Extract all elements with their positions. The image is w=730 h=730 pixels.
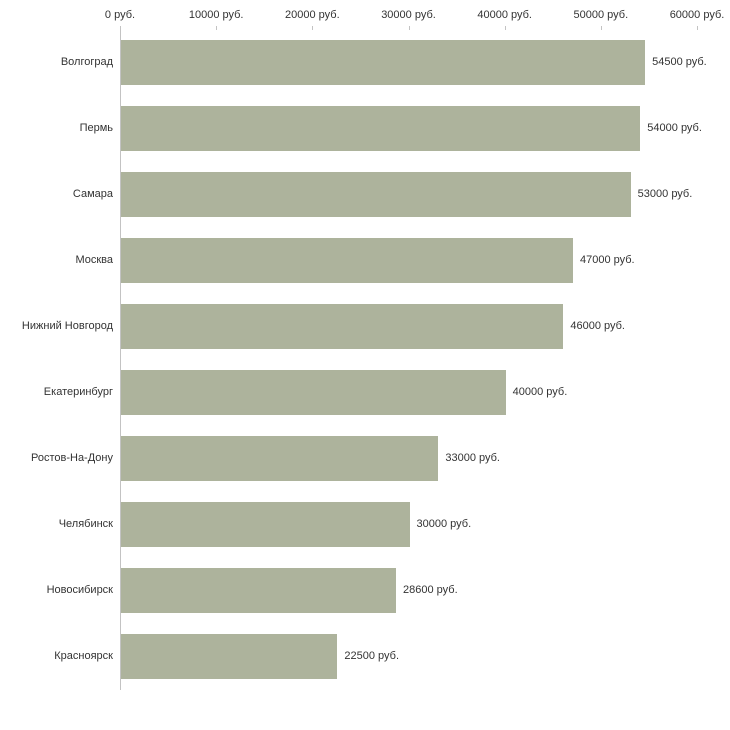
category-label: Самара xyxy=(72,188,113,200)
category-label: Волгоград xyxy=(60,56,113,68)
category-label: Ростов-На-Дону xyxy=(30,452,113,464)
category-label: Челябинск xyxy=(58,518,113,530)
x-tick-mark xyxy=(504,26,506,30)
bar-row: 54000 руб. xyxy=(121,96,702,162)
y-axis-category-labels: Волгоград Пермь Самара Москва Нижний Новгоро… xyxy=(0,30,116,690)
x-tick-label: 40000 руб. xyxy=(477,9,532,21)
bar xyxy=(121,40,646,85)
x-axis-tick-area: 0 руб. 10000 руб. 20000 руб. 30000 руб. 4000… xyxy=(105,0,724,30)
value-label: 53000 руб. xyxy=(637,188,693,200)
value-label: 40000 руб. xyxy=(512,386,568,398)
bar-row: 30000 руб. xyxy=(121,492,698,558)
category-label: Нижний Новгород xyxy=(21,320,113,332)
x-tick-label: 30000 руб. xyxy=(381,9,436,21)
value-label: 54500 руб. xyxy=(652,56,707,68)
category-label: Пермь xyxy=(79,122,113,134)
category-label: Новосибирск xyxy=(46,584,113,596)
bar xyxy=(121,370,506,415)
bar xyxy=(121,172,631,217)
bar xyxy=(121,106,641,151)
value-label: 28600 руб. xyxy=(403,584,458,596)
bar-row: 40000 руб. xyxy=(121,360,698,426)
bar-row: 47000 руб. xyxy=(121,228,698,294)
bar xyxy=(121,568,397,613)
x-tick-label: 20000 руб. xyxy=(285,9,340,21)
bar xyxy=(121,304,564,349)
value-label: 33000 руб. xyxy=(445,452,500,464)
category-label: Москва xyxy=(75,254,113,266)
value-label: 47000 руб. xyxy=(579,254,635,266)
x-tick-label: 60000 руб. xyxy=(669,9,725,21)
bar xyxy=(121,634,338,679)
value-label: 46000 руб. xyxy=(570,320,625,332)
bar-row: 46000 руб. xyxy=(121,294,698,360)
x-tick-mark xyxy=(216,26,218,30)
bar-row: 53000 руб. xyxy=(121,162,698,228)
bar-row: 33000 руб. xyxy=(121,426,698,492)
value-label: 54000 руб. xyxy=(647,122,702,134)
x-tick-label: 0 руб. xyxy=(104,9,136,21)
bar-row: 54500 руб. xyxy=(121,30,707,96)
bar xyxy=(121,502,410,547)
x-tick-label: 50000 руб. xyxy=(573,9,629,21)
bar-row: 22500 руб. xyxy=(121,624,698,690)
value-label: 30000 руб. xyxy=(416,518,472,530)
x-tick-label: 10000 руб. xyxy=(188,9,244,21)
x-tick-mark xyxy=(697,26,698,30)
plot-area: 54500 руб. 54000 руб. 53000 руб. 47000 руб.… xyxy=(120,30,707,690)
bar-row: 28600 руб. xyxy=(121,558,698,624)
category-label: Екатеринбург xyxy=(43,386,113,398)
x-tick-mark xyxy=(600,26,602,30)
x-tick-mark xyxy=(408,26,410,30)
x-tick-mark xyxy=(312,26,314,30)
bar xyxy=(121,436,439,481)
value-label: 22500 руб. xyxy=(344,650,399,662)
bar xyxy=(121,238,573,283)
x-tick-mark xyxy=(120,26,121,30)
category-label: Красноярск xyxy=(54,650,113,662)
